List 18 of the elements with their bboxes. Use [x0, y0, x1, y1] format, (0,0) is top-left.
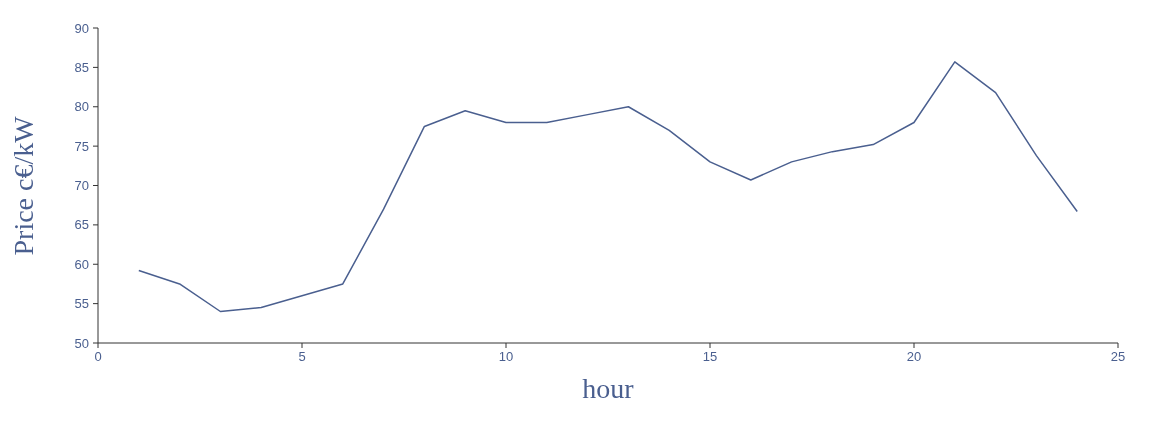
y-axis-title: Price c€/kW — [7, 115, 39, 256]
line-series — [138, 61, 1078, 313]
x-tick-label: 15 — [702, 349, 718, 365]
y-tick-label: 55 — [74, 296, 89, 312]
x-tick-label: 10 — [498, 349, 514, 365]
x-tick-label: 20 — [906, 349, 922, 365]
x-tick-label: 5 — [298, 349, 306, 365]
x-tick-label: 0 — [94, 349, 102, 365]
y-tick-label: 85 — [74, 59, 89, 75]
x-tick-label: 25 — [1110, 349, 1126, 365]
y-tick-label: 50 — [74, 335, 89, 351]
y-tick-label: 70 — [74, 178, 89, 194]
x-axis-title: hour — [582, 373, 635, 404]
y-tick-label: 65 — [74, 217, 89, 233]
y-tick-label: 75 — [74, 138, 89, 154]
y-tick-label: 60 — [74, 256, 89, 272]
y-tick-label: 80 — [74, 99, 89, 115]
y-tick-label: 90 — [74, 20, 89, 36]
